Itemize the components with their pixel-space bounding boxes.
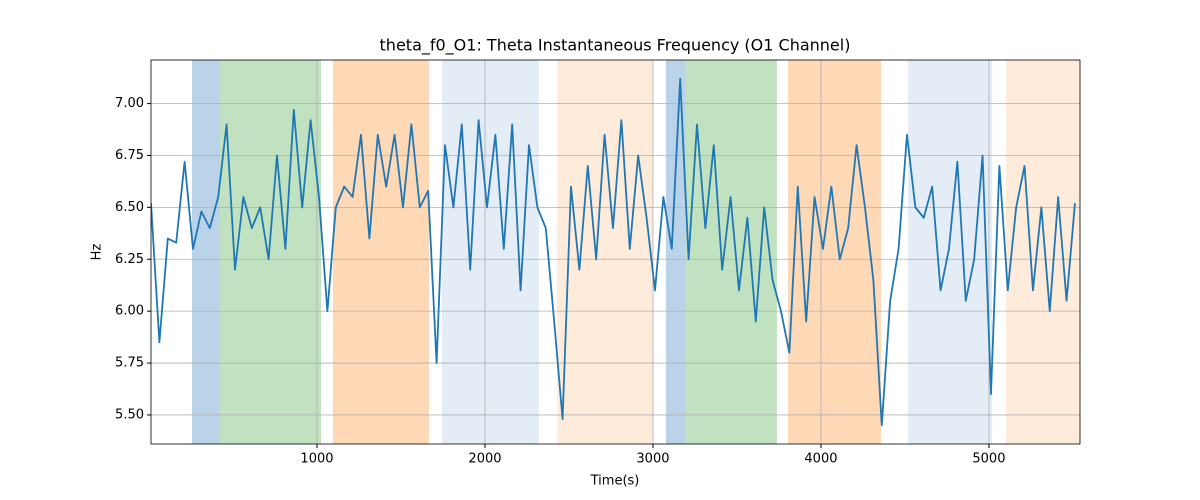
y-tick-label: 6.25 [115,252,144,267]
y-axis-label: Hz [90,244,105,261]
shaded-span [557,60,653,444]
data-line [151,77,1076,427]
y-tick-label: 7.00 [115,96,144,111]
x-tick-label: 4000 [804,452,837,467]
x-tick-label: 1000 [300,452,333,467]
x-tick-label: 3000 [636,452,669,467]
y-tick-label: 6.75 [115,148,144,163]
shaded-span [907,60,992,444]
x-axis-label: Time(s) [590,474,640,489]
y-tick-label: 6.50 [115,200,144,215]
axes-frame [150,59,1081,445]
y-tick-label: 5.50 [115,407,144,422]
shaded-span [220,60,322,444]
plot-area [151,60,1080,444]
chart-title: theta_f0_O1: Theta Instantaneous Frequen… [380,36,851,56]
shaded-span [191,60,221,444]
x-tick-label: 2000 [468,452,501,467]
shaded-span [788,60,881,444]
shaded-span [665,60,686,444]
x-tick-label: 5000 [972,452,1005,467]
shaded-span [441,60,540,444]
shaded-span [1005,60,1080,444]
y-tick-label: 6.00 [115,304,144,319]
shaded-span [332,60,430,444]
y-tick-label: 5.75 [115,356,144,371]
shaded-span [685,60,777,444]
